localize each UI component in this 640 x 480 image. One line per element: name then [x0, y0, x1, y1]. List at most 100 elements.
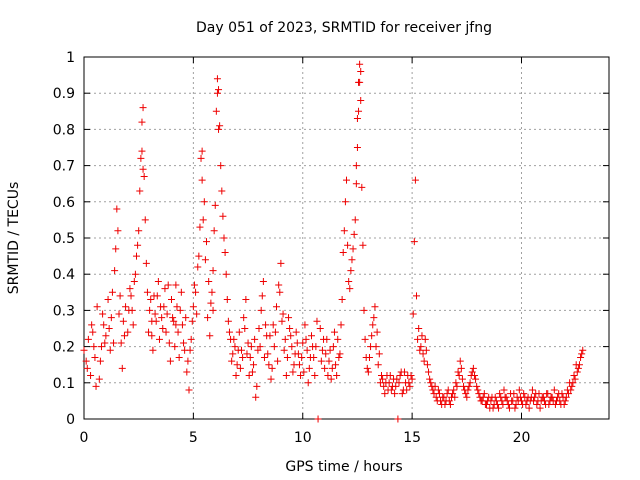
- data-point: [463, 393, 471, 401]
- data-point: [127, 292, 135, 300]
- data-point: [301, 321, 309, 329]
- data-point: [98, 343, 105, 351]
- x-tick-label: 5: [189, 430, 198, 446]
- data-point: [370, 314, 378, 322]
- data-point: [325, 357, 333, 365]
- data-point: [573, 368, 581, 376]
- data-point: [252, 393, 260, 401]
- data-point: [145, 328, 153, 336]
- data-point: [250, 361, 258, 369]
- data-point: [571, 375, 579, 383]
- data-point: [210, 227, 218, 235]
- data-point: [169, 314, 177, 322]
- y-tick-label: 0.7: [53, 159, 75, 175]
- data-point: [527, 393, 535, 401]
- data-point: [107, 314, 115, 322]
- data-point: [475, 390, 483, 398]
- data-point: [153, 292, 161, 300]
- data-point: [129, 321, 137, 329]
- data-point: [161, 285, 169, 293]
- data-point: [356, 78, 364, 86]
- data-point: [432, 393, 440, 401]
- data-point: [333, 372, 341, 380]
- data-point: [122, 303, 130, 311]
- y-tick-label: 0: [66, 412, 75, 428]
- data-point: [204, 314, 212, 322]
- data-point: [352, 162, 360, 170]
- data-point: [193, 310, 201, 318]
- data-point: [224, 317, 232, 325]
- data-point: [189, 303, 197, 311]
- data-point: [410, 238, 418, 246]
- data-point: [324, 372, 332, 380]
- data-point: [444, 386, 452, 394]
- data-point: [440, 393, 448, 401]
- data-point: [520, 390, 528, 398]
- data-point: [206, 332, 214, 340]
- data-point: [332, 361, 340, 369]
- data-point: [451, 393, 459, 401]
- data-point: [420, 357, 428, 365]
- data-point: [303, 346, 311, 354]
- data-point: [464, 386, 472, 394]
- data-point: [514, 397, 522, 405]
- data-point: [343, 176, 350, 184]
- data-point: [304, 379, 312, 387]
- data-point: [449, 390, 457, 398]
- data-point: [330, 328, 338, 336]
- data-point: [335, 353, 343, 361]
- data-point: [477, 397, 485, 405]
- data-point: [300, 368, 308, 376]
- data-point: [233, 361, 241, 369]
- data-point: [174, 328, 182, 336]
- data-point: [205, 277, 213, 285]
- data-point: [155, 335, 163, 343]
- data-point: [311, 372, 319, 380]
- data-point: [113, 205, 121, 213]
- data-point: [259, 277, 267, 285]
- data-point: [357, 67, 365, 75]
- data-point: [551, 401, 559, 409]
- data-point: [317, 357, 325, 365]
- data-point: [188, 317, 196, 325]
- data-point: [302, 335, 310, 343]
- data-point: [243, 350, 251, 358]
- data-point: [521, 393, 529, 401]
- x-tick-label: 0: [80, 430, 89, 446]
- data-point: [239, 353, 247, 361]
- data-point: [371, 303, 379, 311]
- data-point: [269, 321, 277, 329]
- data-point: [149, 346, 157, 354]
- data-point: [460, 382, 468, 390]
- data-point: [417, 343, 425, 351]
- data-point: [500, 386, 508, 394]
- data-point: [158, 314, 166, 322]
- data-point: [346, 285, 354, 293]
- data-point: [186, 346, 194, 354]
- y-tick-label: 0.9: [53, 86, 75, 102]
- data-point: [562, 393, 570, 401]
- data-point: [196, 223, 204, 231]
- data-point: [365, 353, 373, 361]
- data-point: [240, 314, 248, 322]
- data-point: [125, 306, 133, 314]
- data-point: [171, 343, 179, 351]
- data-point: [102, 332, 110, 340]
- data-point: [426, 375, 434, 383]
- data-point: [141, 216, 149, 224]
- data-point: [392, 382, 400, 390]
- data-point: [496, 390, 504, 398]
- data-point: [376, 379, 384, 387]
- data-point: [453, 382, 461, 390]
- data-point: [579, 346, 587, 354]
- data-point: [565, 390, 573, 398]
- data-point: [351, 216, 359, 224]
- data-point: [126, 285, 134, 293]
- data-point: [184, 357, 192, 365]
- data-point: [231, 343, 239, 351]
- data-point: [219, 212, 227, 220]
- data-point: [484, 397, 492, 405]
- data-point: [124, 328, 132, 336]
- data-point: [170, 317, 178, 325]
- data-point: [314, 415, 322, 423]
